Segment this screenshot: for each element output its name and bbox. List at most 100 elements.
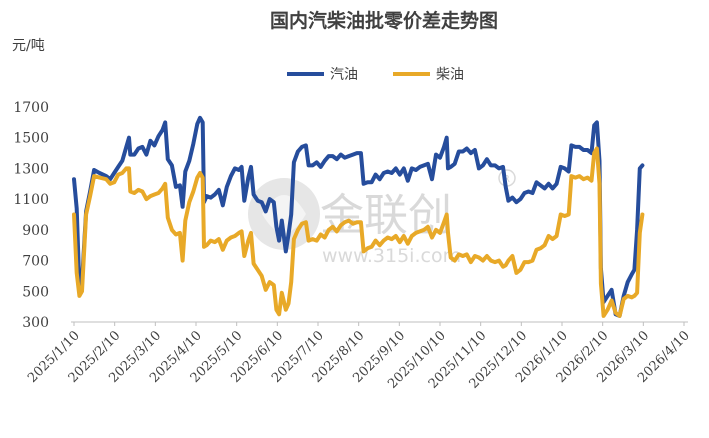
data-point-gasoline	[518, 197, 523, 201]
data-point-gasoline	[426, 162, 430, 166]
data-point-gasoline	[343, 156, 347, 160]
data-point-gasoline	[526, 189, 531, 194]
data-point-diesel	[477, 255, 481, 260]
data-point-gasoline	[430, 177, 434, 181]
data-point-diesel	[493, 260, 497, 264]
data-point-diesel	[339, 223, 343, 227]
data-point-gasoline	[112, 171, 116, 175]
data-point-gasoline	[370, 180, 374, 184]
data-point-diesel	[630, 295, 634, 299]
data-point-gasoline	[280, 219, 284, 223]
data-point-gasoline	[489, 163, 493, 167]
data-point-diesel	[331, 225, 335, 229]
data-point-diesel	[481, 259, 485, 263]
data-point-gasoline	[504, 185, 508, 189]
data-point-diesel	[252, 262, 256, 266]
data-point-gasoline	[595, 120, 599, 124]
data-point-diesel	[315, 239, 319, 243]
data-point-gasoline	[315, 160, 319, 164]
y-tick-label: 1300	[13, 161, 49, 177]
data-point-diesel	[581, 177, 586, 181]
data-point-diesel	[268, 280, 272, 284]
data-point-gasoline	[374, 173, 378, 177]
data-point-gasoline	[237, 168, 241, 172]
series-diesel	[72, 146, 645, 318]
data-point-gasoline	[446, 166, 450, 170]
data-point-gasoline	[242, 199, 246, 203]
data-point-gasoline	[120, 159, 124, 163]
data-point-diesel	[386, 235, 390, 240]
data-point-gasoline	[148, 139, 152, 143]
data-point-gasoline	[140, 145, 144, 149]
data-point-diesel	[497, 259, 501, 263]
data-point-gasoline	[559, 165, 563, 169]
data-point-diesel	[307, 239, 311, 243]
data-point-gasoline	[323, 159, 327, 163]
data-point-diesel	[602, 314, 606, 318]
data-point-gasoline	[191, 142, 195, 146]
data-point-diesel	[120, 171, 124, 175]
data-point-diesel	[198, 171, 202, 175]
data-point-diesel	[335, 229, 339, 233]
data-point-diesel	[108, 182, 112, 186]
data-point-gasoline	[296, 149, 300, 154]
data-point-diesel	[277, 312, 281, 316]
data-point-gasoline	[418, 165, 422, 169]
data-point-diesel	[506, 259, 510, 263]
data-point-gasoline	[573, 145, 578, 149]
data-point-gasoline	[398, 173, 402, 177]
data-point-diesel	[599, 282, 603, 286]
data-point-gasoline	[355, 151, 359, 155]
data-point-diesel	[132, 191, 136, 195]
data-point-gasoline	[335, 157, 339, 161]
data-point-gasoline	[638, 166, 642, 170]
data-point-gasoline	[205, 194, 209, 198]
data-point-gasoline	[438, 156, 442, 160]
data-point-gasoline	[585, 148, 590, 152]
data-point-gasoline	[394, 166, 398, 170]
y-tick-label: 300	[22, 315, 49, 331]
data-point-gasoline	[286, 232, 291, 237]
data-point-diesel	[97, 176, 102, 180]
data-point-diesel	[382, 239, 386, 243]
data-point-diesel	[225, 239, 229, 243]
data-point-gasoline	[252, 192, 256, 197]
data-point-gasoline	[506, 199, 510, 203]
data-point-diesel	[178, 231, 182, 235]
data-point-gasoline	[366, 180, 370, 184]
data-point-gasoline	[144, 153, 148, 157]
data-point-diesel	[632, 294, 637, 298]
data-point-gasoline	[497, 166, 501, 170]
data-point-gasoline	[534, 180, 539, 184]
y-axis-unit-label: 元/吨	[12, 38, 45, 54]
data-point-gasoline	[116, 165, 120, 169]
data-point-gasoline	[362, 182, 366, 186]
series-gasoline	[72, 115, 645, 318]
data-point-diesel	[166, 216, 170, 220]
data-point-gasoline	[402, 166, 406, 170]
data-point-gasoline	[577, 145, 582, 149]
data-point-diesel	[457, 252, 461, 256]
data-point-gasoline	[563, 166, 567, 170]
data-point-diesel	[635, 291, 639, 295]
data-point-diesel	[449, 255, 453, 260]
data-point-gasoline	[170, 163, 174, 167]
legend: 汽油 柴油	[287, 67, 464, 83]
data-point-diesel	[589, 179, 594, 183]
data-point-diesel	[88, 194, 92, 198]
data-point-gasoline	[240, 165, 244, 169]
data-point-gasoline	[581, 148, 586, 152]
data-point-diesel	[430, 235, 434, 240]
data-point-diesel	[569, 174, 574, 178]
data-point-diesel	[304, 220, 308, 224]
data-point-gasoline	[166, 157, 170, 161]
data-point-gasoline	[127, 136, 131, 140]
data-point-diesel	[414, 231, 418, 235]
data-point-gasoline	[289, 212, 293, 217]
data-point-diesel	[343, 220, 347, 224]
data-point-diesel	[614, 311, 618, 315]
data-point-gasoline	[124, 145, 128, 149]
data-point-gasoline	[485, 157, 489, 161]
data-point-diesel	[124, 166, 128, 170]
